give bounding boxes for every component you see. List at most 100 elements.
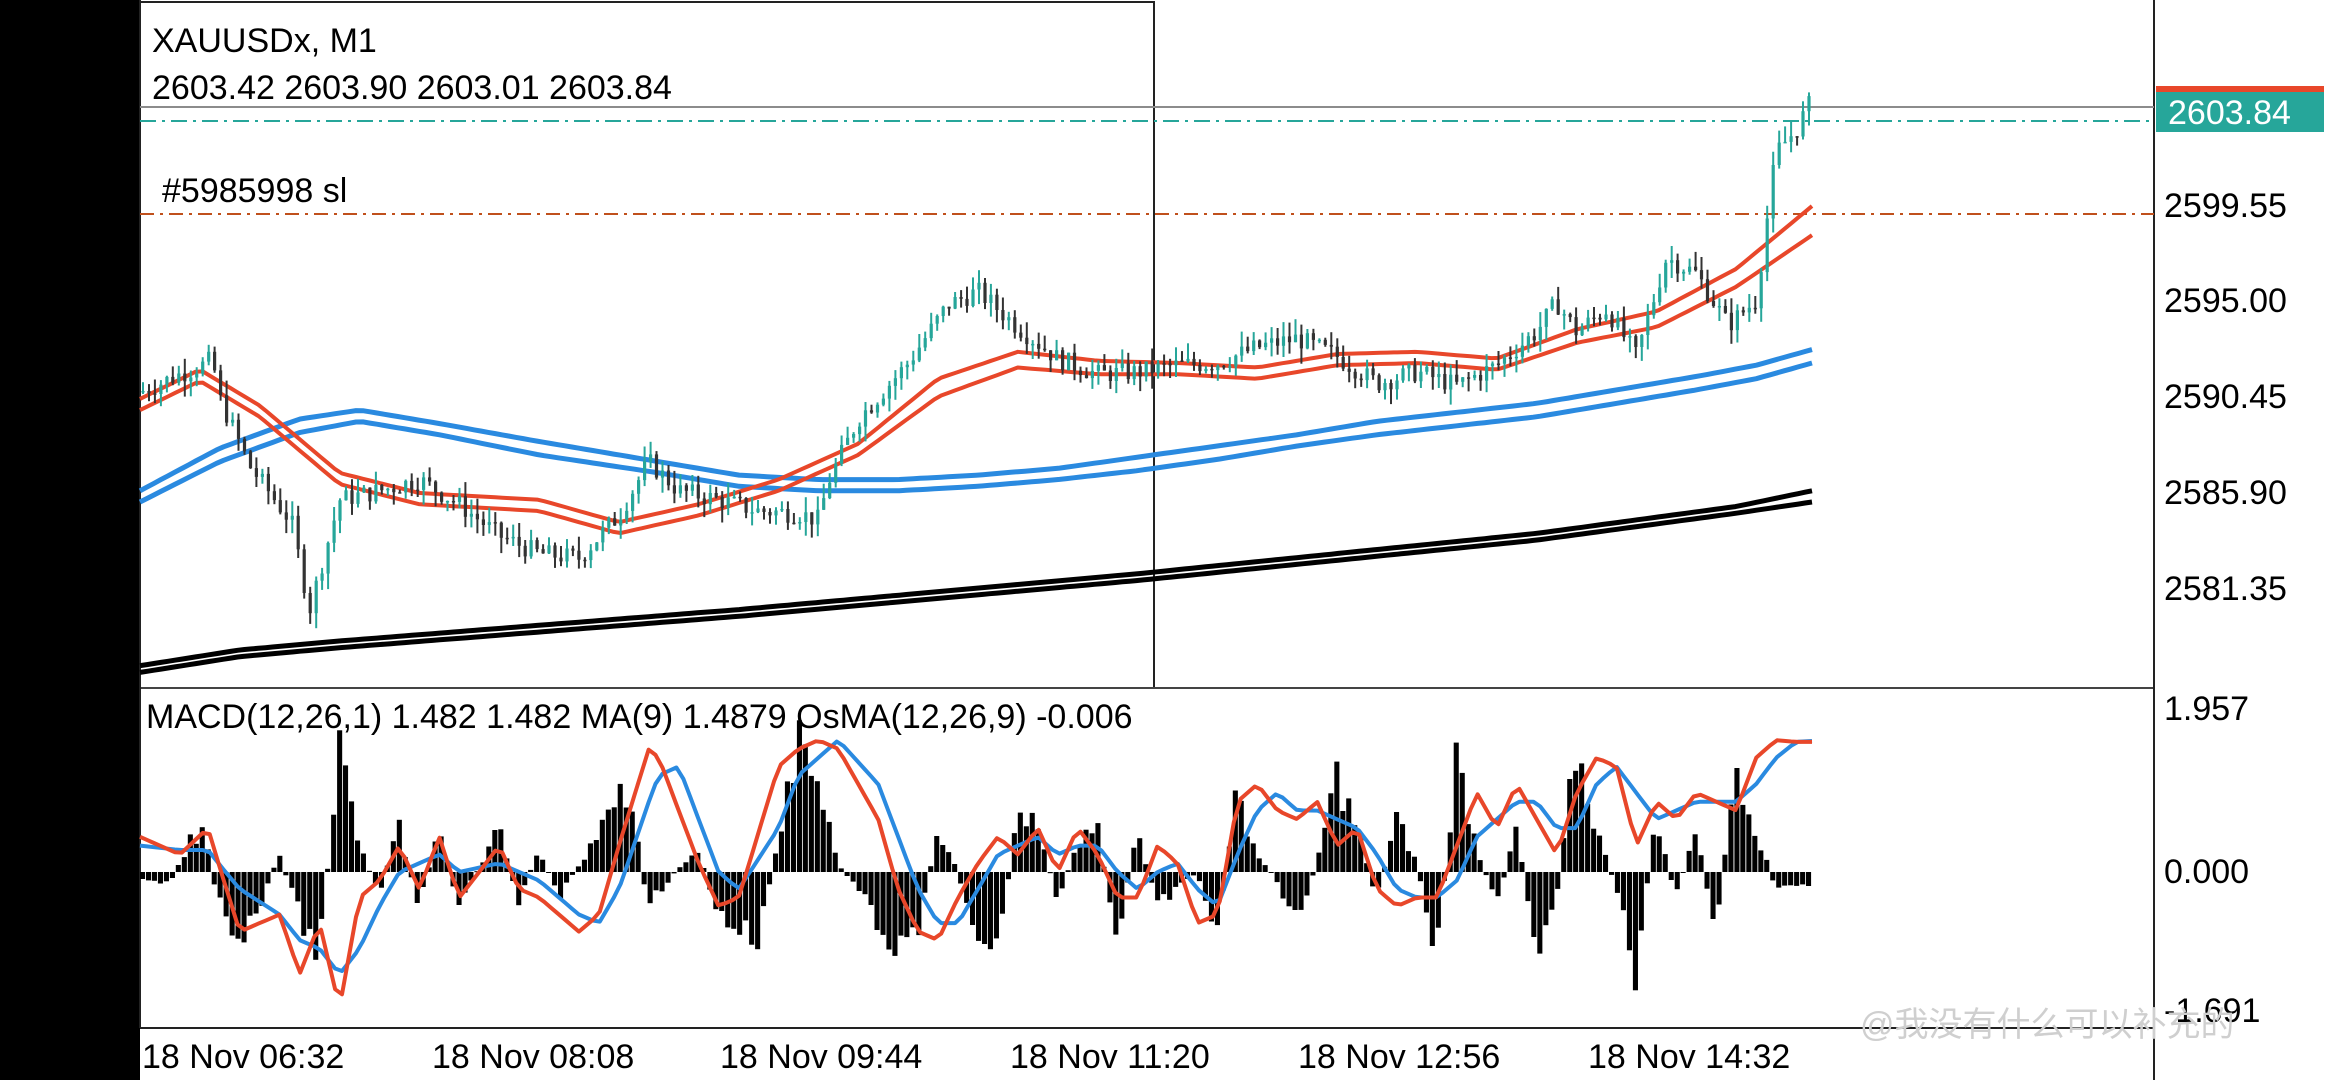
candle-body (1735, 310, 1739, 331)
osma-bar (1310, 872, 1316, 876)
candle-body (1162, 363, 1166, 365)
candle-body (320, 573, 324, 581)
osma-bar (713, 872, 719, 910)
candle-body (386, 488, 390, 491)
osma-bar (778, 831, 784, 872)
macd-tick-label: 1.957 (2164, 690, 2249, 728)
candle-body (1210, 368, 1214, 371)
current-price-label: 2603.84 (2168, 94, 2291, 132)
candle-body (529, 540, 533, 557)
osma-bar (1268, 872, 1274, 873)
osma-bar (1286, 872, 1292, 907)
candle-body (1801, 111, 1805, 137)
candle-body (965, 298, 969, 306)
osma-bar (1053, 872, 1059, 897)
osma-bar (349, 801, 355, 872)
candle-body (1365, 368, 1369, 381)
osma-bar (1716, 872, 1722, 905)
candle-body (1473, 375, 1477, 378)
osma-bar (1656, 836, 1662, 872)
osma-bar (1734, 768, 1740, 872)
candle-body (457, 496, 462, 502)
candle-body (1574, 317, 1578, 336)
osma-bar (1644, 872, 1650, 884)
candle-body (660, 470, 665, 478)
candle-body (302, 549, 306, 593)
candle-body (1753, 307, 1757, 310)
osma-bar (820, 809, 826, 872)
candle-body (786, 509, 790, 523)
price-plot-layer (138, 92, 1814, 675)
osma-bar (880, 872, 886, 935)
candle-body (1031, 343, 1035, 346)
osma-bar (546, 872, 552, 873)
candle-body (1150, 361, 1154, 374)
candle-body (344, 490, 348, 501)
ma-mid-lower-line (138, 360, 1813, 505)
osma-bar (832, 852, 838, 872)
osma-bar (1334, 761, 1340, 872)
macd-signal-line (139, 739, 1813, 973)
osma-bar (277, 855, 283, 872)
candle-body (1538, 326, 1542, 341)
candle-body (1795, 136, 1799, 138)
candle-body (1443, 374, 1447, 390)
candle-body (613, 518, 617, 526)
candle-body (1270, 338, 1274, 343)
candle-body (768, 512, 772, 516)
osma-bar (1764, 859, 1770, 872)
candle-body (738, 496, 742, 499)
osma-bar (1477, 860, 1483, 872)
osma-bar (958, 872, 964, 884)
osma-bar (187, 834, 193, 872)
candle-body (690, 484, 694, 491)
osma-bar (1674, 872, 1680, 890)
candle-body (1174, 360, 1178, 366)
osma-bar (1483, 872, 1489, 876)
candle-body (1479, 375, 1483, 381)
candle-body (434, 481, 438, 493)
candle-body (356, 492, 360, 504)
candle-body (863, 410, 868, 427)
candle-body (374, 484, 378, 502)
candle-body (1514, 356, 1518, 359)
osma-bar (1429, 872, 1435, 946)
osma-bar (993, 872, 999, 939)
candle-body (822, 498, 826, 510)
osma-bar (1352, 825, 1358, 872)
candle-body (1025, 337, 1029, 345)
osma-bar (1710, 872, 1716, 919)
osma-bar (1155, 872, 1161, 901)
candle-body (672, 485, 676, 494)
candle-body (1544, 308, 1548, 327)
osma-bar (1041, 849, 1047, 872)
candle-body (595, 542, 599, 551)
candle-body (643, 461, 647, 481)
osma-bar (1561, 838, 1567, 872)
candle-body (1711, 301, 1716, 306)
osma-bar (964, 872, 970, 903)
candle-body (350, 490, 354, 504)
candle-body (631, 493, 635, 511)
candle-body (266, 473, 270, 492)
candle-body (505, 537, 509, 540)
candle-body (541, 549, 545, 554)
time-tick-label: 18 Nov 06:32 (142, 1038, 344, 1076)
osma-bar (193, 843, 199, 872)
osma-bar (599, 819, 605, 872)
candle-body (1610, 314, 1614, 328)
order-sl-label: #5985998 sl (162, 172, 347, 210)
time-tick-label: 18 Nov 14:32 (1588, 1038, 1790, 1076)
candle-body (147, 391, 151, 394)
candle-body (1401, 368, 1405, 381)
candle-body (1246, 346, 1250, 352)
osma-bar (749, 872, 755, 945)
candle-body (1640, 335, 1644, 347)
candle-body (242, 438, 247, 452)
osma-bar (814, 781, 820, 872)
candle-body (774, 510, 778, 516)
osma-bar (1167, 872, 1173, 900)
price-tick-label: 2585.90 (2164, 474, 2287, 512)
osma-bar (569, 872, 575, 875)
